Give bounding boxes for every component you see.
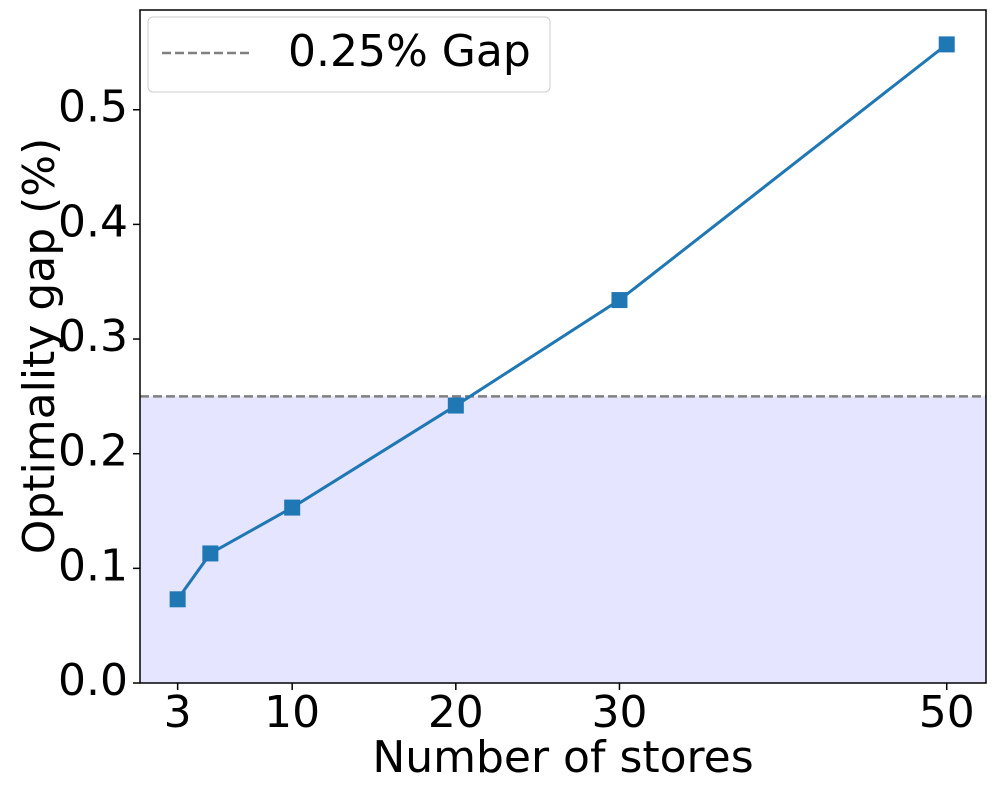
marker — [202, 545, 219, 562]
plot-frame — [139, 9, 987, 684]
legend-label: 0.25% Gap — [288, 26, 531, 77]
x-tick-label: 20 — [428, 687, 484, 738]
marker — [169, 591, 186, 608]
reference-band — [140, 396, 986, 683]
y-tick-label: 0.5 — [58, 82, 128, 133]
y-tick-label: 0.4 — [58, 196, 128, 247]
x-axis-label: Number of stores — [372, 732, 753, 783]
y-tick-label: 0.1 — [58, 540, 128, 591]
marker — [938, 36, 955, 53]
marker — [284, 499, 301, 516]
x-tick-label: 50 — [919, 687, 975, 738]
legend-box — [147, 16, 551, 93]
marker — [611, 292, 628, 309]
x-tick-label: 10 — [264, 687, 320, 738]
x-tick-label: 30 — [591, 687, 647, 738]
y-tick-label: 0.3 — [58, 311, 128, 362]
x-tick-label: 3 — [164, 687, 192, 738]
y-tick-label: 0.0 — [58, 655, 128, 706]
y-tick-label: 0.2 — [58, 426, 128, 477]
marker — [447, 397, 464, 414]
y-axis-label: Optimality gap (%) — [14, 138, 65, 555]
